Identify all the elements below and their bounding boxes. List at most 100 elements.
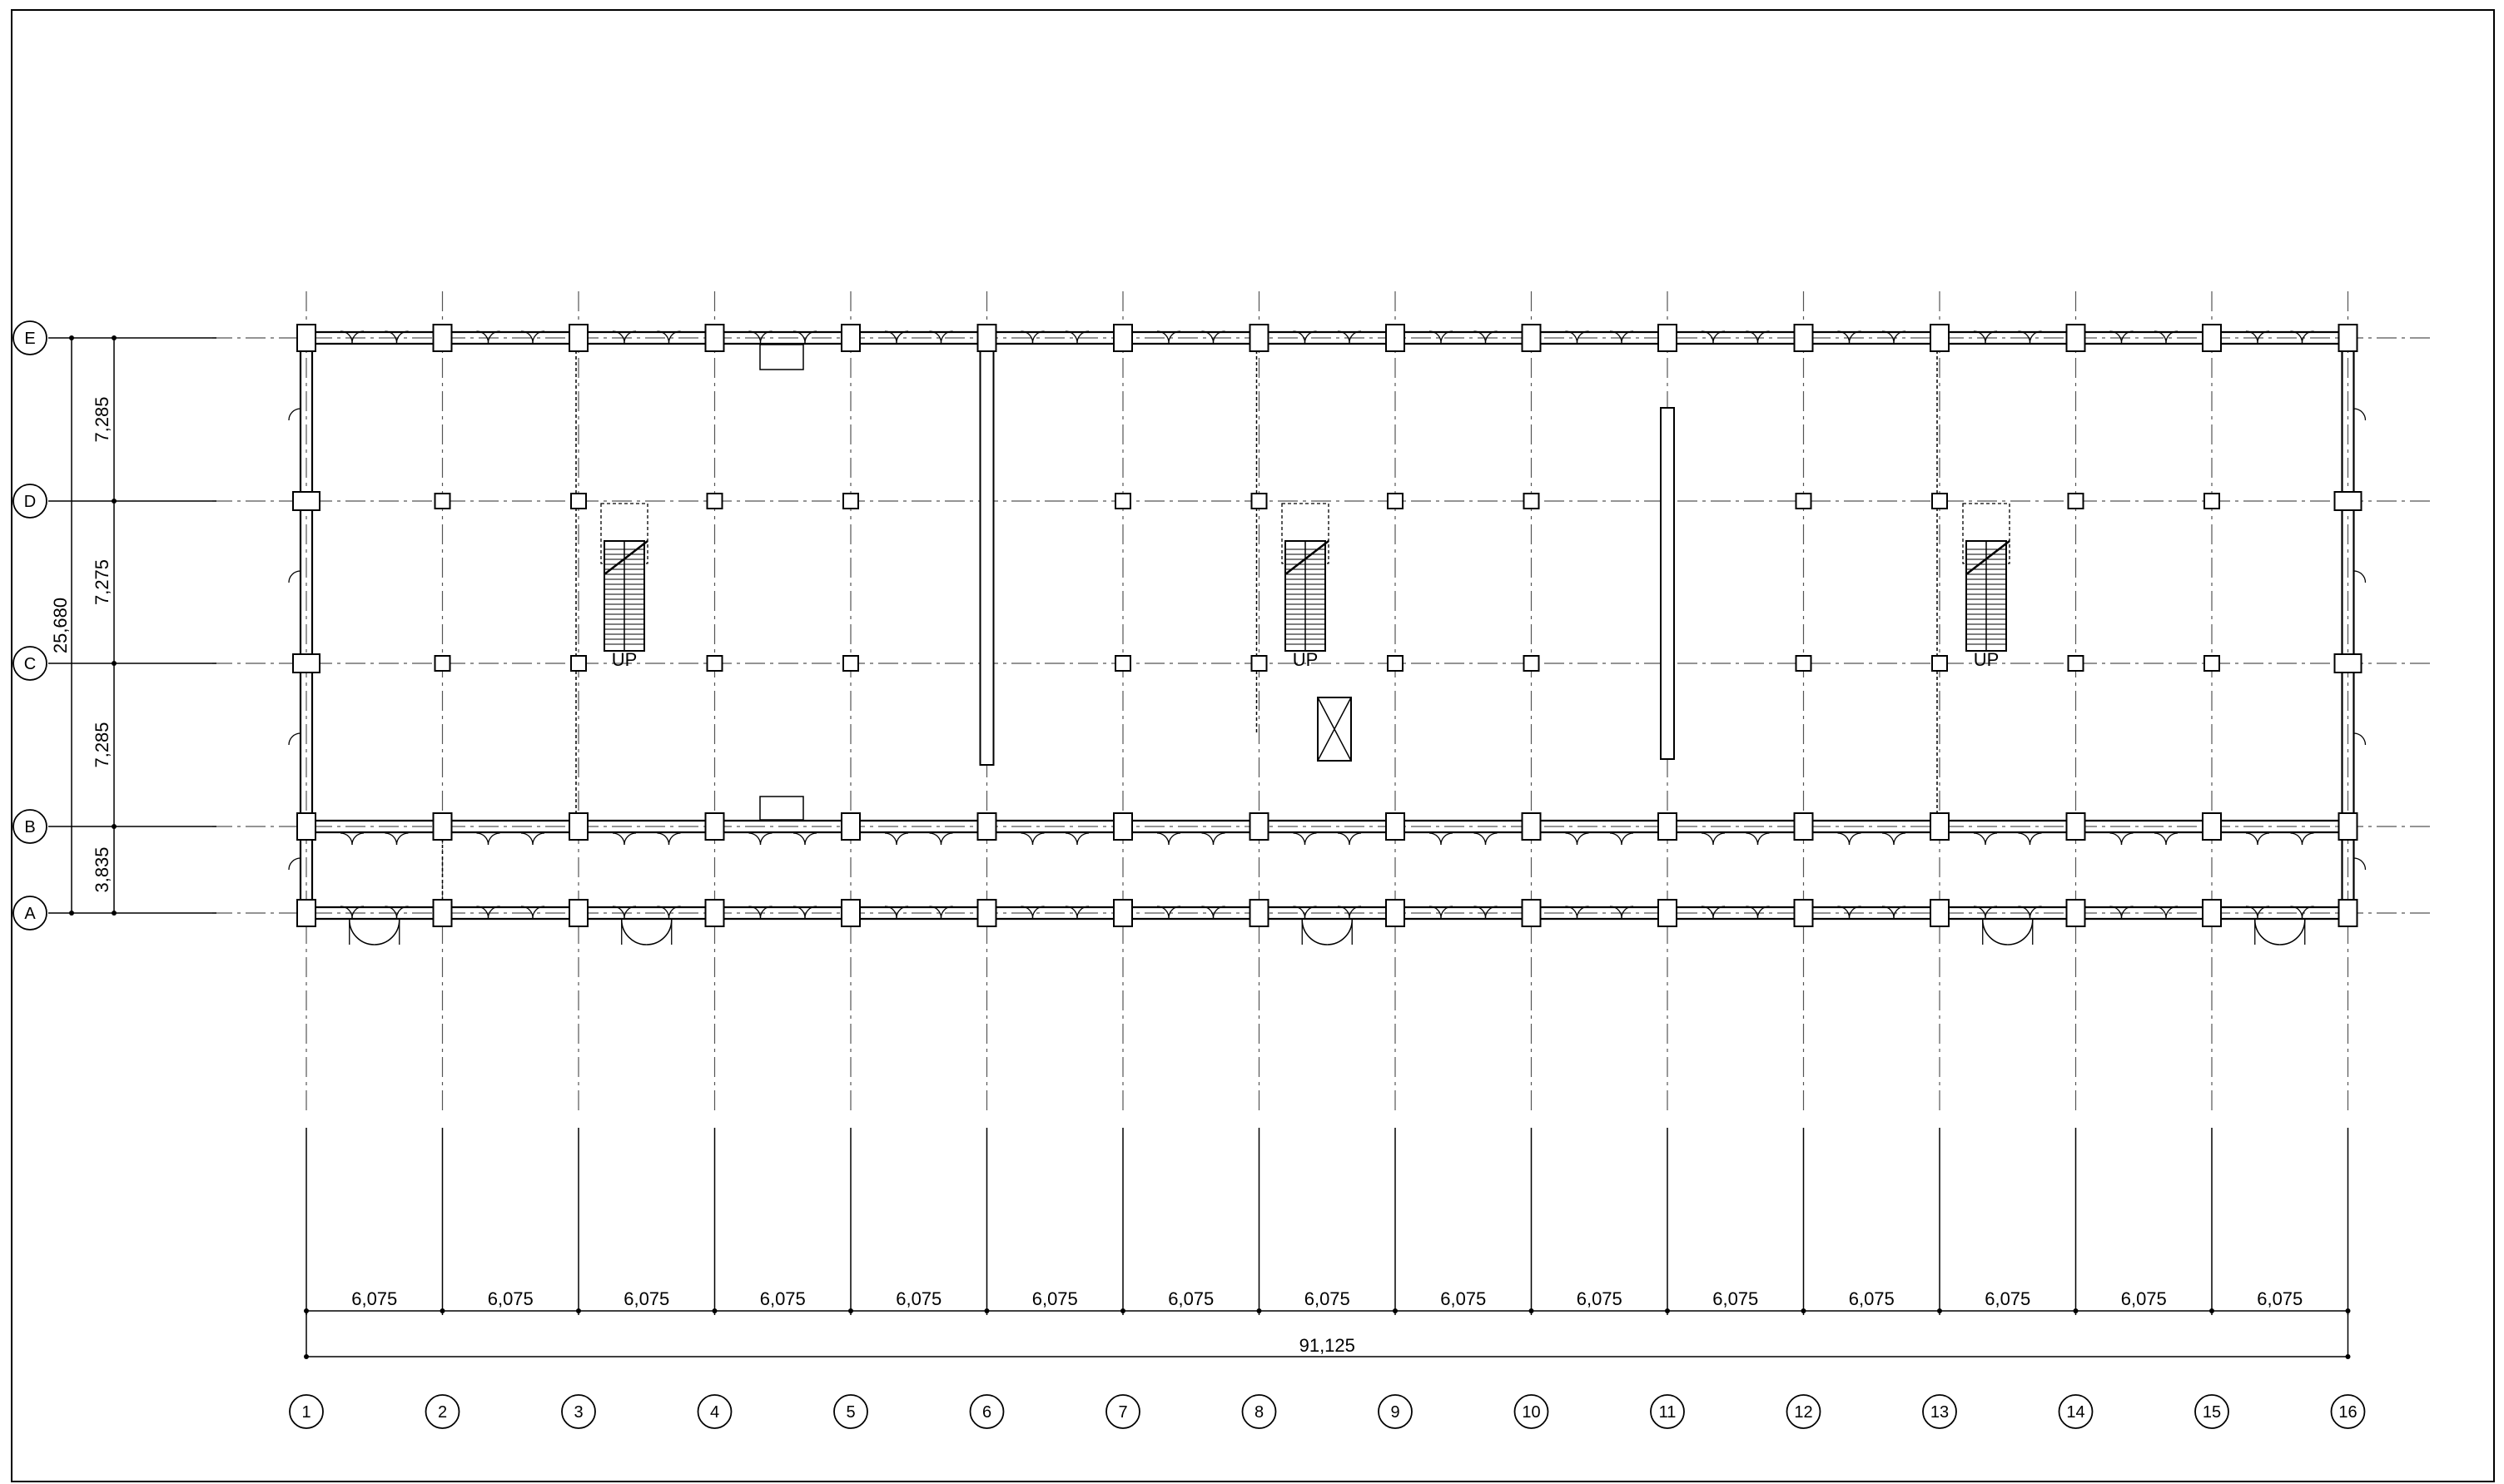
door-E-8-a-leaf-b [1440, 330, 1453, 344]
door-B-12-b-leaf-a [2018, 832, 2031, 846]
entrance-door-leaf-a [349, 919, 375, 945]
column-1A [296, 899, 316, 927]
door-E-9-b [1609, 330, 1634, 344]
door-swings [288, 330, 2367, 945]
grid-bubble-label: D [24, 493, 36, 511]
bay-dimension-label: 6,075 [1440, 1288, 1486, 1309]
door-A-7-a-leaf-b [1304, 906, 1317, 919]
door-E-9-a [1565, 330, 1589, 344]
door-A-4-a [884, 906, 909, 919]
grid-bubble-circle [1513, 1394, 1549, 1429]
grid-bubble-col-12: 12 [1786, 1394, 1821, 1429]
dim-tick [112, 661, 117, 666]
grid-bubble-col-14: 14 [2058, 1394, 2094, 1429]
dim-tick [1937, 1308, 1942, 1313]
door-B-13-b [2154, 832, 2179, 846]
door-B-12-b [2018, 832, 2042, 846]
door-E-8-a [1428, 330, 1453, 344]
column-8C [1250, 655, 1268, 672]
column-2A [432, 899, 453, 927]
stair-up-label: UP [1974, 649, 2000, 670]
grid-bubble-circle [1922, 1394, 1957, 1429]
entrance-door-leaf-b [2007, 919, 2034, 945]
grid-bubble-label: 9 [1390, 1403, 1399, 1422]
door-B-14-a-leaf-a [2245, 832, 2258, 846]
door-A-1-b-leaf-b [532, 906, 545, 919]
door-A-0-b-leaf-b [395, 906, 409, 919]
door-E-14-b [2290, 330, 2314, 344]
door-B-2-b [657, 832, 681, 846]
column-3D [570, 493, 587, 509]
grid-bubble-col-10: 10 [1513, 1394, 1549, 1429]
door-A-9-a-leaf-b [1576, 906, 1589, 919]
column-12A [1793, 899, 1814, 927]
stair-1: UP [600, 503, 648, 670]
door-A-0-a [340, 906, 365, 919]
dim-tick [712, 1308, 718, 1313]
entrance-door-leaf-a [2254, 919, 2280, 945]
door-B-11-a-leaf-a [1837, 832, 1851, 846]
dim-tick [1801, 1308, 1806, 1313]
column-8B [1249, 812, 1269, 841]
column-4B [704, 812, 725, 841]
door-A-11-b [1881, 906, 1906, 919]
grid-bubble-circle [2194, 1394, 2229, 1429]
door-A-5-b [1065, 906, 1090, 919]
grid-bubble-label: 2 [438, 1403, 447, 1422]
door-B-8-a-leaf-a [1428, 832, 1442, 846]
door-A-6-a-leaf-b [1168, 906, 1181, 919]
bay-dimension-label: 6,075 [1032, 1288, 1078, 1309]
door-B-3-b [792, 832, 817, 846]
column-3B [569, 812, 589, 841]
column-2D [434, 493, 451, 509]
door-B-3-a [748, 832, 773, 846]
column-16A [2338, 899, 2358, 927]
grid-bubble-circle [969, 1394, 1005, 1429]
door-E-10-b [1746, 330, 1770, 344]
door-B-9-a-leaf-b [1576, 832, 1589, 846]
door-E-7-b-leaf-b [1349, 330, 1362, 344]
door-A-10-a-leaf-b [1712, 906, 1726, 919]
door-B-12-a-leaf-a [1973, 832, 1986, 846]
door-A-8-b [1473, 906, 1498, 919]
door-B-1-b-leaf-a [520, 832, 534, 846]
door-A-14-a-leaf-b [2257, 906, 2270, 919]
stairs-group: UP UP UP [600, 503, 2010, 670]
door-A-1-a [476, 906, 500, 919]
door-A-12-b-leaf-b [2029, 906, 2042, 919]
door-E-3-a-leaf-b [759, 330, 773, 344]
door-B-6-a-leaf-a [1156, 832, 1170, 846]
door-A-13-a-leaf-b [2120, 906, 2134, 919]
column-13B [1930, 812, 1950, 841]
column-2C [434, 655, 451, 672]
door-E-0-b-leaf-b [395, 330, 409, 344]
grid-bubble-label: 11 [1659, 1403, 1677, 1422]
door-E-10-a-leaf-b [1712, 330, 1726, 344]
door-E-10-b-leaf-b [1756, 330, 1770, 344]
door-B-8-b-leaf-b [1484, 832, 1498, 846]
door-A-3-a-leaf-b [759, 906, 773, 919]
door-A-2-b [657, 906, 681, 919]
column-6E [976, 324, 997, 352]
door-B-8-a [1428, 832, 1453, 846]
door-A-8-a [1428, 906, 1453, 919]
bay-dimension-label: 6,075 [1985, 1288, 2030, 1309]
door-B-8-b-leaf-a [1473, 832, 1487, 846]
door-E-5-a-leaf-b [1031, 330, 1045, 344]
door-A-6-b [1201, 906, 1225, 919]
grid-bubble-col-8: 8 [1241, 1394, 1277, 1429]
column-3E [569, 324, 589, 352]
door-B-4-a-leaf-b [896, 832, 909, 846]
door-A-7-b [1337, 906, 1362, 919]
row-spacing-label: 7,285 [92, 396, 112, 442]
column-3A [569, 899, 589, 927]
door-E-8-b-leaf-b [1484, 330, 1498, 344]
door-A-8-b-leaf-b [1484, 906, 1498, 919]
door-B-2-a-leaf-a [612, 832, 625, 846]
door-E-3-b [792, 330, 817, 344]
dim-tick [1120, 1308, 1125, 1313]
bay-dimension-label: 6,075 [1168, 1288, 1214, 1309]
door-E-4-a [884, 330, 909, 344]
door-B-1-a [476, 832, 500, 846]
door-A-9-b-leaf-b [1621, 906, 1634, 919]
